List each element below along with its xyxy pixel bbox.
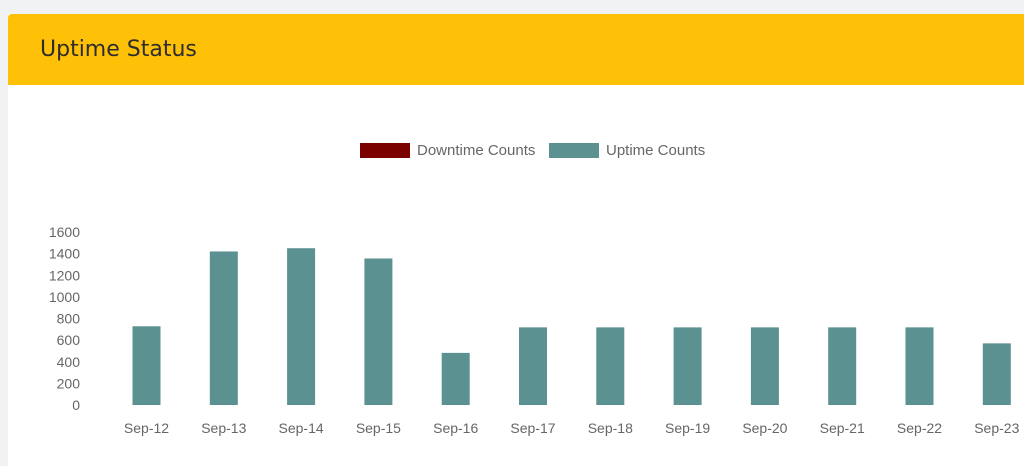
x-tick-label: Sep-12 — [124, 420, 169, 436]
uptime-bar[interactable] — [519, 327, 547, 405]
y-tick-label: 1200 — [49, 267, 80, 283]
legend-label: Uptime Counts — [606, 142, 705, 159]
y-tick-label: 1400 — [49, 246, 80, 262]
uptime-bar[interactable] — [828, 327, 857, 405]
x-tick-label: Sep-17 — [510, 420, 555, 436]
card-title: Uptime Status — [40, 37, 197, 62]
x-tick-label: Sep-19 — [665, 420, 710, 436]
legend-item-downtime[interactable]: Downtime Counts — [360, 142, 535, 159]
y-tick-label: 1000 — [49, 289, 80, 305]
uptime-bar[interactable] — [364, 258, 393, 405]
x-tick-label: Sep-18 — [588, 420, 633, 436]
legend-label: Downtime Counts — [417, 142, 535, 159]
x-tick-label: Sep-22 — [897, 420, 942, 436]
x-tick-label: Sep-20 — [742, 420, 787, 436]
uptime-bar-chart: Downtime Counts Uptime Counts 0 200 400 600 8… — [49, 142, 1020, 436]
y-tick-label: 400 — [57, 354, 81, 370]
y-tick-label: 600 — [57, 332, 81, 348]
uptime-bar[interactable] — [905, 327, 934, 405]
uptime-bar[interactable] — [596, 327, 625, 405]
x-tick-label: Sep-14 — [279, 420, 324, 436]
uptime-bar[interactable] — [287, 248, 316, 405]
x-axis: Sep-12 Sep-13 Sep-14 Sep-15 Sep-16 Sep-17 Sep-… — [124, 420, 1020, 436]
x-tick-label: Sep-21 — [820, 420, 865, 436]
card-header: Uptime Status — [8, 14, 1024, 85]
uptime-bar[interactable] — [209, 251, 238, 405]
legend-swatch — [549, 143, 599, 158]
uptime-bar[interactable] — [982, 343, 1011, 405]
x-tick-label: Sep-13 — [201, 420, 246, 436]
y-tick-label: 800 — [57, 311, 81, 327]
legend-item-uptime[interactable]: Uptime Counts — [549, 142, 705, 159]
uptime-bar[interactable] — [132, 326, 161, 405]
y-tick-label: 0 — [72, 397, 80, 413]
uptime-status-card: Uptime Status Downtime Counts Uptime Coun… — [8, 14, 1024, 466]
legend-swatch — [360, 143, 410, 158]
uptime-bar[interactable] — [441, 352, 470, 405]
x-tick-label: Sep-15 — [356, 420, 401, 436]
y-axis: 0 200 400 600 800 1000 1200 1400 1600 — [49, 224, 80, 413]
uptime-bar[interactable] — [750, 327, 779, 405]
chart-container: Downtime Counts Uptime Counts 0 200 400 600 8… — [8, 85, 1024, 466]
x-tick-label: Sep-23 — [974, 420, 1019, 436]
bar-series — [132, 248, 1011, 405]
y-tick-label: 200 — [57, 375, 81, 391]
x-tick-label: Sep-16 — [433, 420, 478, 436]
uptime-bar[interactable] — [673, 327, 702, 405]
y-tick-label: 1600 — [49, 224, 80, 240]
chart-legend[interactable]: Downtime Counts Uptime Counts — [360, 142, 705, 159]
